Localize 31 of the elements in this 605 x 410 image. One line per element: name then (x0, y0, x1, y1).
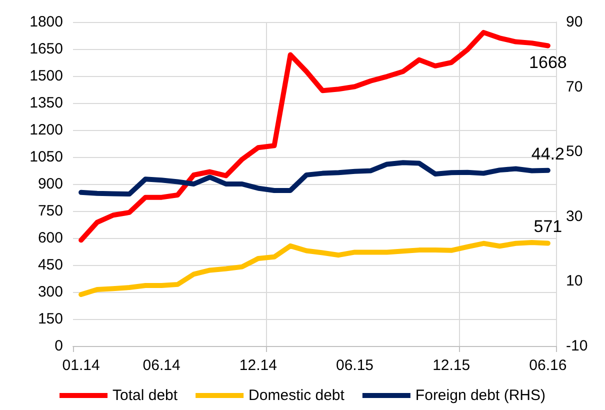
y-tick-label: 1500 (30, 68, 63, 84)
y2-tick-label: 70 (566, 78, 583, 96)
data-label: 1668 (529, 52, 567, 72)
y-tick-label: 1800 (30, 14, 63, 30)
y2-tick-label: 30 (566, 208, 583, 225)
y-tick-label: 750 (38, 202, 63, 220)
y-tick-label: 1350 (30, 94, 63, 112)
y-tick-label: 0 (54, 338, 63, 354)
y2-tick-label: 50 (566, 143, 583, 160)
legend-label: Total debt (112, 387, 178, 404)
x-tick-label: 12.15 (432, 357, 470, 374)
y-tick-label: 1050 (30, 148, 63, 166)
y-tick-label: 600 (38, 230, 63, 246)
legend-label: Foreign debt (RHS) (415, 387, 546, 404)
x-tick-label: 06.15 (336, 357, 374, 374)
y-tick-label: 1200 (30, 122, 63, 138)
y-tick-label: 150 (38, 310, 63, 328)
data-label: 44.2 (531, 144, 564, 164)
x-tick-label: 12.14 (239, 357, 277, 374)
y2-tick-label: 90 (566, 14, 583, 30)
y2-tick-label: -10 (566, 338, 588, 354)
x-tick-label: 01.14 (62, 357, 100, 374)
x-tick-label: 06.14 (142, 357, 180, 374)
y-tick-label: 900 (38, 176, 63, 192)
data-label: 571 (534, 217, 562, 236)
y2-tick-label: 10 (566, 272, 583, 290)
y-tick-label: 300 (38, 284, 63, 300)
y-tick-label: 450 (38, 256, 63, 274)
x-tick-label: 06.16 (529, 357, 567, 374)
legend-label: Domestic debt (248, 387, 346, 404)
y-tick-label: 1650 (30, 40, 63, 58)
